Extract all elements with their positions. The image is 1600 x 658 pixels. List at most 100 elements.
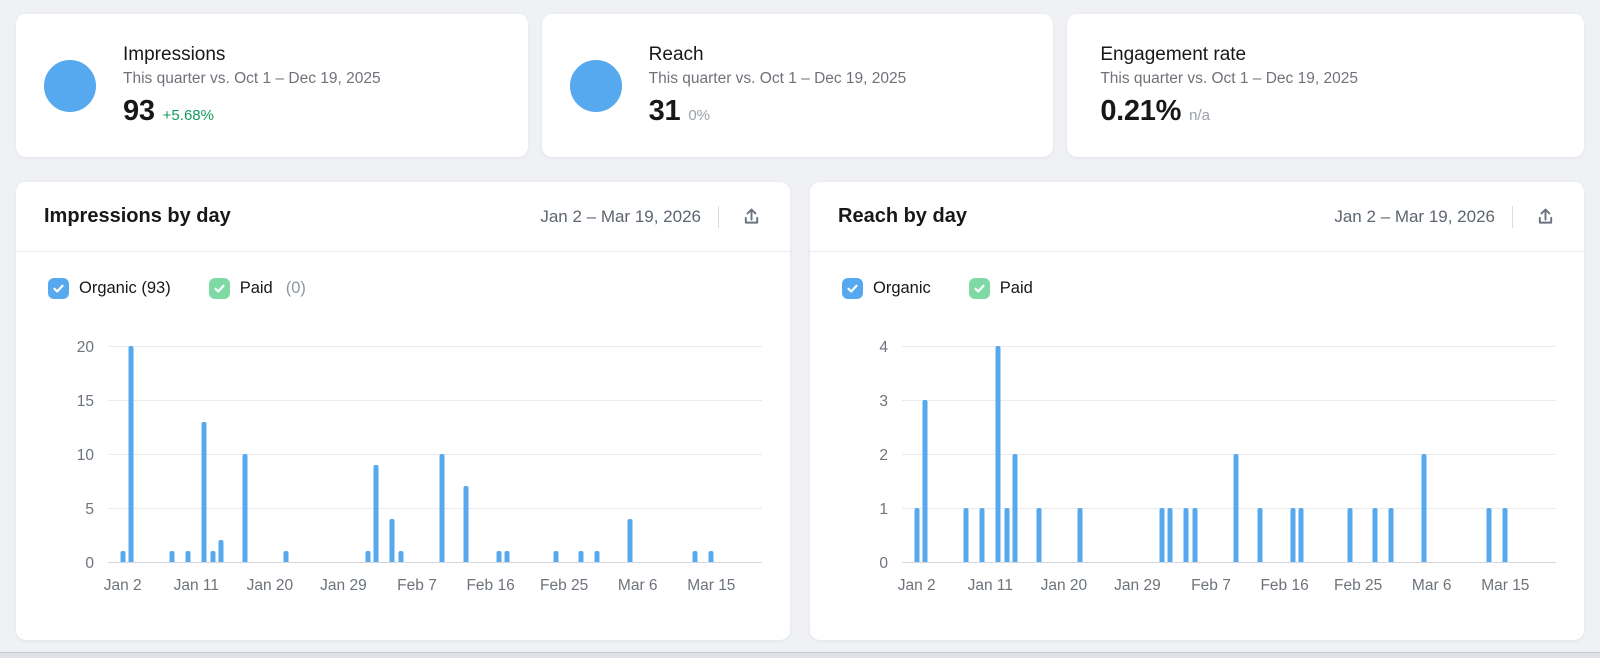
y-tick-label: 3 bbox=[879, 392, 888, 410]
impressions-by-day-bar-mar-15[interactable] bbox=[708, 551, 714, 562]
x-tick-label: Feb 25 bbox=[540, 577, 589, 594]
reach-by-day-bar-feb-2[interactable] bbox=[1167, 508, 1173, 562]
impressions-by-day-y-axis: 0 5 10 15 20 bbox=[48, 339, 108, 570]
checkmark-icon bbox=[53, 284, 64, 293]
reach-by-day-bar-feb-4[interactable] bbox=[1183, 508, 1189, 562]
y-tick-label: 1 bbox=[879, 500, 888, 518]
reach-by-day-bar-jan-17[interactable] bbox=[1036, 508, 1042, 562]
x-tick-label: Jan 2 bbox=[103, 577, 142, 594]
impressions-by-day-bar-jan-3[interactable] bbox=[128, 346, 134, 562]
gridline bbox=[902, 454, 1556, 455]
engagement-rate-value: 0.21% bbox=[1100, 94, 1182, 127]
x-tick-label: Jan 20 bbox=[246, 577, 294, 594]
x-tick-label: Mar 6 bbox=[617, 577, 658, 594]
reach-by-day-bar-mar-1[interactable] bbox=[1388, 508, 1394, 562]
reach-donut-chart bbox=[569, 59, 622, 112]
reach-by-day-bar-jan-2[interactable] bbox=[914, 508, 920, 562]
impressions-by-day-bar-feb-1[interactable] bbox=[365, 551, 371, 562]
impressions-by-day-bar-mar-1[interactable] bbox=[594, 551, 600, 562]
x-tick-label: Jan 11 bbox=[173, 577, 219, 594]
impressions-by-day-date-range: Jan 2 – Mar 19, 2026 bbox=[540, 206, 701, 226]
impressions-card: Impressions This quarter vs. Oct 1 – Dec … bbox=[16, 14, 528, 157]
reach-by-day-legend: Organic Paid bbox=[842, 278, 1584, 299]
impressions-by-day-bar-mar-5[interactable] bbox=[627, 518, 633, 562]
impressions-by-day-organic-label: Organic (93) bbox=[79, 279, 171, 297]
reach-by-day-organic-checkbox[interactable] bbox=[842, 278, 863, 299]
reach-by-day-y-axis: 0 1 2 3 4 bbox=[842, 339, 902, 570]
y-tick-label: 15 bbox=[76, 392, 94, 410]
gridline bbox=[108, 400, 762, 401]
impressions-by-day-organic-checkbox[interactable] bbox=[48, 278, 69, 299]
reach-by-day-organic-label: Organic bbox=[873, 279, 931, 297]
impressions-by-day-bar-jan-12[interactable] bbox=[201, 421, 207, 562]
reach-by-day-export-button[interactable] bbox=[1530, 202, 1560, 232]
reach-comparison-period: This quarter vs. Oct 1 – Dec 19, 2025 bbox=[648, 69, 907, 87]
reach-by-day-bar-jan-22[interactable] bbox=[1077, 508, 1083, 562]
impressions-by-day-bar-feb-18[interactable] bbox=[504, 551, 510, 562]
reach-by-day-bar-feb-5[interactable] bbox=[1192, 508, 1198, 562]
impressions-by-day-bar-jan-17[interactable] bbox=[242, 454, 248, 562]
reach-by-day-bar-feb-18[interactable] bbox=[1298, 508, 1304, 562]
impressions-by-day-plot-area: Jan 2 Jan 11 Jan 20 Jan 29 Feb 7 Feb 16 Feb 25… bbox=[104, 346, 762, 594]
reach-by-day-bar-feb-27[interactable] bbox=[1372, 508, 1377, 562]
reach-by-day-bar-jan-3[interactable] bbox=[922, 400, 928, 562]
reach-summary: Reach This quarter vs. Oct 1 – Dec 19, 20… bbox=[649, 44, 907, 128]
impressions-by-day-bar-jan-14[interactable] bbox=[218, 540, 224, 562]
impressions-by-day-bar-jan-2[interactable] bbox=[120, 551, 126, 562]
reach-by-day-bar-jan-10[interactable] bbox=[979, 508, 985, 562]
impressions-by-day-bar-feb-27[interactable] bbox=[578, 551, 583, 562]
impressions-value: 93 bbox=[123, 94, 155, 127]
reach-by-day-chart: 0 1 2 3 4 Jan 2 Jan 11 Jan 20 Jan 29 Feb 7 Feb 16 F… bbox=[842, 339, 1556, 599]
reach-by-day-bar-feb-10[interactable] bbox=[1233, 454, 1239, 562]
impressions-donut-chart bbox=[44, 59, 96, 112]
impressions-by-day-chart: 0 5 10 15 20 Jan 2 Jan 11 Jan 20 Jan 29 Feb 7 Feb … bbox=[48, 339, 762, 599]
impressions-by-day-bar-jan-13[interactable] bbox=[210, 551, 216, 562]
y-tick-label: 2 bbox=[879, 446, 888, 464]
impressions-by-day-bar-feb-5[interactable] bbox=[398, 551, 404, 562]
impressions-by-day-export-button[interactable] bbox=[736, 202, 766, 232]
impressions-by-day-bar-feb-10[interactable] bbox=[439, 454, 445, 562]
reach-by-day-bar-feb-13[interactable] bbox=[1257, 508, 1263, 562]
header-divider bbox=[1512, 205, 1513, 228]
reach-by-day-bar-mar-5[interactable] bbox=[1421, 454, 1427, 562]
reach-by-day-bar-feb-24[interactable] bbox=[1347, 508, 1353, 562]
reach-by-day-bar-jan-13[interactable] bbox=[1004, 508, 1010, 562]
impressions-by-day-bar-feb-24[interactable] bbox=[553, 551, 559, 562]
x-tick-label: Feb 7 bbox=[1191, 577, 1231, 594]
impressions-by-day-bar-feb-13[interactable] bbox=[463, 486, 469, 562]
impressions-by-day-bar-feb-17[interactable] bbox=[496, 551, 502, 562]
impressions-by-day-bar-mar-13[interactable] bbox=[692, 551, 698, 562]
y-tick-label: 0 bbox=[879, 554, 888, 572]
impressions-by-day-bar-jan-22[interactable] bbox=[283, 551, 289, 562]
reach-by-day-bar-jan-12[interactable] bbox=[995, 346, 1001, 562]
impressions-by-day-organic-legend-item[interactable]: Organic (93) bbox=[48, 278, 171, 299]
reach-by-day-bar-jan-8[interactable] bbox=[963, 508, 969, 562]
social-analytics-dashboard: Impressions This quarter vs. Oct 1 – Dec … bbox=[0, 14, 1600, 658]
reach-by-day-card: Reach by day Jan 2 – Mar 19, 2026 Organic P… bbox=[810, 182, 1584, 640]
y-tick-label: 0 bbox=[85, 554, 94, 572]
impressions-by-day-bar-jan-8[interactable] bbox=[169, 551, 175, 562]
impressions-by-day-bar-feb-4[interactable] bbox=[389, 518, 395, 562]
x-axis-line bbox=[902, 562, 1556, 563]
impressions-by-day-title: Impressions by day bbox=[44, 205, 231, 227]
reach-by-day-organic-legend-item[interactable]: Organic bbox=[842, 278, 931, 299]
reach-by-day-bar-mar-13[interactable] bbox=[1486, 508, 1492, 562]
reach-by-day-bar-feb-17[interactable] bbox=[1290, 508, 1296, 562]
impressions-by-day-bar-jan-10[interactable] bbox=[185, 551, 191, 562]
impressions-by-day-bar-feb-2[interactable] bbox=[373, 464, 379, 562]
engagement-rate-title: Engagement rate bbox=[1100, 43, 1247, 65]
gridline bbox=[902, 400, 1556, 401]
reach-by-day-bar-mar-15[interactable] bbox=[1502, 508, 1508, 562]
impressions-by-day-paid-label: Paid bbox=[239, 279, 273, 297]
impressions-by-day-paid-checkbox[interactable] bbox=[208, 278, 230, 299]
impressions-by-day-paid-legend-item[interactable]: Paid (0) bbox=[208, 278, 306, 299]
reach-by-day-paid-checkbox[interactable] bbox=[968, 278, 990, 299]
reach-by-day-paid-label: Paid bbox=[999, 279, 1033, 297]
gridline bbox=[902, 346, 1556, 347]
reach-by-day-bar-jan-14[interactable] bbox=[1012, 454, 1018, 562]
reach-by-day-title: Reach by day bbox=[838, 205, 967, 227]
x-tick-label: Mar 6 bbox=[1411, 577, 1452, 594]
gridline bbox=[108, 508, 762, 509]
reach-by-day-bar-feb-1[interactable] bbox=[1159, 508, 1165, 562]
reach-by-day-paid-legend-item[interactable]: Paid bbox=[968, 278, 1033, 299]
